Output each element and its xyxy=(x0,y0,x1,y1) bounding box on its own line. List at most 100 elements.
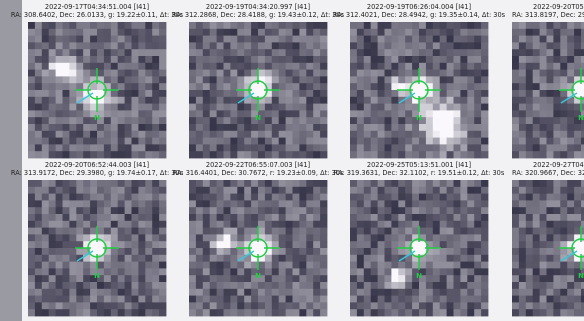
pixel xyxy=(210,282,217,289)
pixel xyxy=(230,200,237,207)
pixel xyxy=(286,180,293,187)
pixel xyxy=(42,180,49,187)
pixel xyxy=(460,241,467,248)
pixel xyxy=(69,104,76,111)
pixel xyxy=(138,97,145,104)
pixel xyxy=(320,248,327,255)
pixel xyxy=(210,90,217,97)
pixel xyxy=(265,36,272,43)
pixel xyxy=(313,131,320,138)
pixel xyxy=(111,180,118,187)
pixel xyxy=(56,241,63,248)
pixel xyxy=(152,309,159,316)
pixel xyxy=(467,228,474,235)
pixel xyxy=(426,180,433,187)
pixel xyxy=(90,282,97,289)
pixel xyxy=(251,187,258,194)
pixel xyxy=(481,97,488,104)
pixel xyxy=(440,302,447,309)
pixel xyxy=(35,49,42,56)
pixel xyxy=(159,207,166,214)
pixel xyxy=(440,268,447,275)
pixel xyxy=(306,83,313,90)
pixel xyxy=(560,117,567,124)
pixel xyxy=(203,117,210,124)
pixel xyxy=(293,63,300,70)
pixel xyxy=(512,49,519,56)
pixel xyxy=(224,76,231,83)
pixel xyxy=(293,289,300,296)
pixel xyxy=(159,29,166,36)
pixel xyxy=(454,56,461,63)
pixel xyxy=(426,117,433,124)
pixel xyxy=(145,248,152,255)
pixel xyxy=(42,200,49,207)
pixel xyxy=(313,228,320,235)
pixel xyxy=(230,36,237,43)
pixel xyxy=(97,22,104,29)
pixel xyxy=(433,138,440,145)
pixel xyxy=(540,255,547,262)
pixel xyxy=(533,234,540,241)
pixel xyxy=(279,63,286,70)
pixel xyxy=(454,180,461,187)
pixel xyxy=(69,138,76,145)
pixel xyxy=(426,124,433,131)
pixel xyxy=(28,255,35,262)
pixel xyxy=(265,144,272,151)
pixel xyxy=(426,138,433,145)
pixel xyxy=(35,110,42,117)
pixel xyxy=(519,49,526,56)
pixel xyxy=(313,207,320,214)
pixel xyxy=(293,42,300,49)
pixel xyxy=(42,151,49,158)
pixel xyxy=(230,214,237,221)
pixel xyxy=(69,49,76,56)
pixel xyxy=(203,275,210,282)
pixel xyxy=(391,255,398,262)
pixel xyxy=(474,221,481,228)
pixel xyxy=(519,144,526,151)
pixel xyxy=(306,138,313,145)
pixel xyxy=(76,282,83,289)
pixel xyxy=(145,42,152,49)
pixel xyxy=(279,221,286,228)
pixel xyxy=(138,289,145,296)
pixel xyxy=(90,241,97,248)
pixel xyxy=(28,289,35,296)
pixel xyxy=(533,49,540,56)
pixel xyxy=(440,76,447,83)
pixel xyxy=(526,131,533,138)
pixel xyxy=(306,248,313,255)
pixel xyxy=(196,90,203,97)
pixel xyxy=(313,104,320,111)
pixel xyxy=(196,117,203,124)
panel-info: RA: 319.3631, Dec: 32.1102, r: 19.51±0.1… xyxy=(334,169,505,177)
pixel xyxy=(217,221,224,228)
pixel xyxy=(364,22,371,29)
pixel xyxy=(203,262,210,269)
pixel xyxy=(560,180,567,187)
pixel xyxy=(63,214,70,221)
pixel xyxy=(118,262,125,269)
pixel xyxy=(132,49,139,56)
pixel xyxy=(553,228,560,235)
pixel xyxy=(125,268,132,275)
pixel xyxy=(237,63,244,70)
pixel xyxy=(526,97,533,104)
pixel xyxy=(481,49,488,56)
pixel xyxy=(258,180,265,187)
pixel xyxy=(405,296,412,303)
pixel xyxy=(138,187,145,194)
pixel xyxy=(526,63,533,70)
pixel xyxy=(286,296,293,303)
pixel xyxy=(306,22,313,29)
pixel xyxy=(454,200,461,207)
pixel xyxy=(258,131,265,138)
pixel xyxy=(306,49,313,56)
pixel xyxy=(299,302,306,309)
pixel xyxy=(447,214,454,221)
pixel xyxy=(118,221,125,228)
pixel xyxy=(547,131,554,138)
pixel xyxy=(560,228,567,235)
